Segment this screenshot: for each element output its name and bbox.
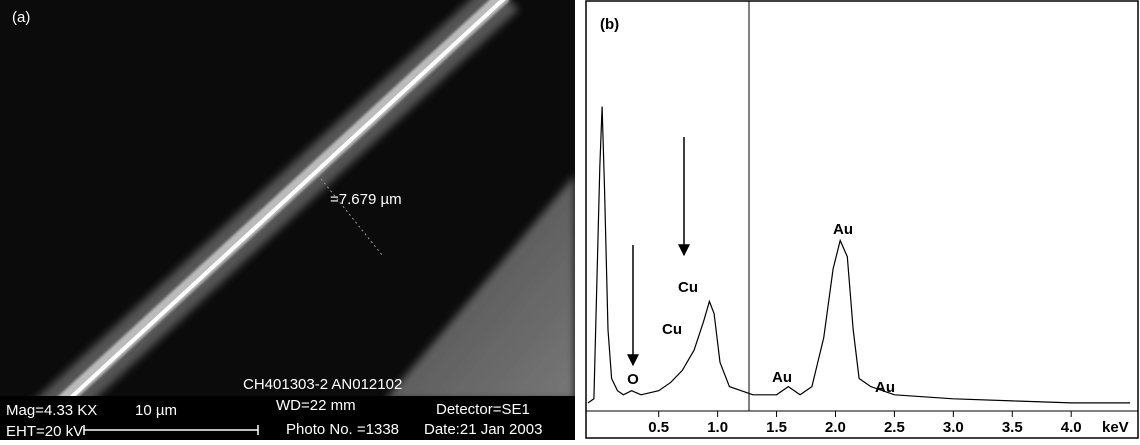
fiber-edge	[21, 0, 506, 440]
sem-panel: =7.679 µm (a) Mag=4.33 KX 10 µm EHT=20 k…	[0, 0, 575, 440]
spectrum	[587, 106, 1131, 404]
x-axis-label: keV	[1102, 419, 1129, 436]
panel-label: (b)	[600, 16, 619, 33]
photo-number: Photo No. =1338	[286, 421, 399, 438]
sem-corner-fiber	[385, 175, 575, 400]
x-tick-label: 4.0	[1061, 419, 1082, 436]
x-tick-label: 3.0	[943, 419, 964, 436]
wd: WD=22 mm	[276, 397, 356, 414]
peak-label: Au	[875, 379, 895, 396]
x-tick-label: 3.5	[1002, 419, 1023, 436]
spectrum-panel: (b) keV	[585, 0, 1139, 439]
x-tick-label: 0.5	[648, 419, 669, 436]
x-tick-label: 1.5	[766, 419, 787, 436]
mag: Mag=4.33 KX	[6, 402, 97, 419]
measurement: =7.679 µm	[330, 191, 402, 208]
panel-label: (a)	[12, 9, 30, 26]
x-tick-label: 2.5	[884, 419, 905, 436]
peak-label: Au	[772, 369, 792, 386]
info-bar	[0, 396, 575, 440]
x-tick-label: 1.0	[707, 419, 728, 436]
peak-label: Cu	[678, 279, 698, 296]
detector: Detector=SE1	[436, 401, 530, 418]
eht: EHT=20 kV	[6, 423, 83, 440]
measure-line	[317, 174, 383, 256]
scale-bar-label: 10 µm	[135, 402, 177, 419]
sample-id: CH401303-2 AN012102	[243, 376, 402, 393]
x-tick-label: 2.0	[825, 419, 846, 436]
fiber	[10, 0, 510, 440]
scale-bar	[83, 425, 259, 435]
date: Date:21 Jan 2003	[424, 421, 542, 438]
spectrum-frame	[585, 0, 1139, 439]
peak-label: O	[627, 371, 639, 388]
peak-label: Au	[833, 221, 853, 238]
peak-label: Cu	[662, 321, 682, 338]
